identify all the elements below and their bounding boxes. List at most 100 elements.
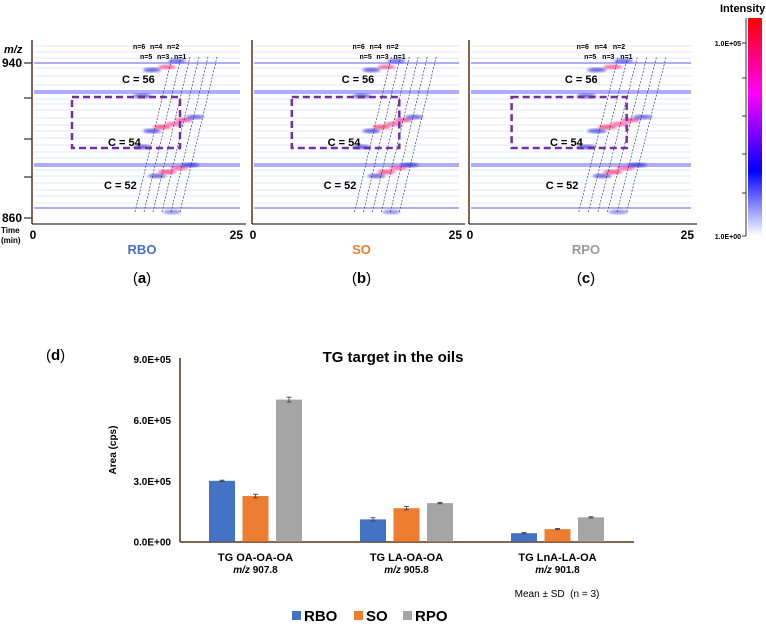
intensity-peak <box>362 67 381 73</box>
intensity-peak <box>382 209 401 215</box>
y-tick-label: 9.0E+05 <box>133 355 171 366</box>
y-tick-label: 6.0E+05 <box>133 416 171 427</box>
n-label: n=2 <box>167 44 179 51</box>
series-guide-line <box>399 56 437 213</box>
carbon-label: C = 56 <box>565 74 598 86</box>
intensity-peak <box>610 121 630 127</box>
time-axis-unit: (min) <box>1 236 21 245</box>
intensity-peak <box>377 169 396 175</box>
error-bar <box>370 517 376 522</box>
panel-letter-d: (d) <box>46 347 65 364</box>
series-guide-line <box>597 56 638 213</box>
intensity-peak <box>153 124 171 130</box>
colorbar-min-label: 1.0E+00 <box>715 234 741 241</box>
legend-label-rbo: RBO <box>304 608 338 625</box>
intensity-peak <box>158 64 176 70</box>
c54-highlight-box <box>510 95 628 150</box>
category-mz-label: m/z 905.8 <box>384 565 429 576</box>
legend-label-rpo: RPO <box>415 608 448 625</box>
n-label: n=6 <box>353 44 365 51</box>
intensity-peak <box>170 165 188 171</box>
category-mz-label: m/z 907.8 <box>233 565 278 576</box>
carbon-label: C = 54 <box>550 137 584 149</box>
intensity-peak <box>143 128 161 134</box>
panel-oil-label: RBO <box>128 242 157 257</box>
carbon-label: C = 52 <box>546 180 579 192</box>
n-label: n=3 <box>376 54 388 61</box>
time-tick-25: 25 <box>681 228 695 242</box>
bar-so <box>242 496 269 542</box>
mz-ticks <box>24 62 32 219</box>
n-label: n=4 <box>150 44 162 51</box>
series-guide-line <box>588 56 629 213</box>
error-bar <box>521 532 527 535</box>
intensity-peak <box>168 58 186 64</box>
time-tick-0: 0 <box>250 228 257 242</box>
n-label: n=5 <box>359 54 371 61</box>
intensity-peak <box>400 162 419 168</box>
n-label: n=2 <box>613 44 625 51</box>
series-guide-line <box>372 56 410 213</box>
error-bar <box>286 396 292 403</box>
error-bar <box>404 506 409 511</box>
intensity-peak <box>367 173 386 179</box>
intensity-peak <box>597 124 618 130</box>
n-label: n=1 <box>620 54 632 61</box>
n-label: n=4 <box>369 44 381 51</box>
y-axis-label: Area (cps) <box>108 426 119 475</box>
intensity-peak <box>163 209 181 215</box>
n-label: n=5 <box>140 54 152 61</box>
bar-rbo <box>511 533 537 542</box>
legend-swatch-rbo <box>292 611 301 620</box>
intensity-peak <box>181 162 199 168</box>
mean-sd-annotation: Mean ± SD (n = 3) <box>515 589 600 600</box>
legend-swatch-rpo <box>403 611 412 620</box>
intensity-peak <box>158 169 176 175</box>
category-label: TG LA-OA-OA <box>370 552 443 564</box>
n-label: n=3 <box>602 54 614 61</box>
intensity-peak <box>372 124 391 130</box>
time-axis-label: Time <box>1 226 20 235</box>
n-label: n=4 <box>595 44 607 51</box>
series-guide-line <box>179 56 218 213</box>
bar-so <box>544 529 571 542</box>
category-mz-label: m/z 901.8 <box>535 565 580 576</box>
series-guide-line <box>152 56 191 213</box>
time-tick-0: 0 <box>467 228 474 242</box>
intensity-peak <box>384 121 403 127</box>
series-guide-line <box>607 56 648 213</box>
heatmap-panel-so: C = 56 C = 54 C = 52 n=6 n=4 n=2 n=5 n=3 n=1 0 25 S… <box>250 40 465 287</box>
intensity-peak <box>389 165 408 171</box>
error-bar <box>555 528 560 531</box>
mz-tick-940: 940 <box>2 56 22 70</box>
panel-letter-a: (a) <box>133 270 151 287</box>
panel-oil-label: RPO <box>572 242 600 257</box>
legend-label-so: SO <box>366 608 388 625</box>
n-label: n=6 <box>577 44 589 51</box>
colorbar-title: Intensity <box>720 3 766 15</box>
colorbar-max-label: 1.0E+05 <box>715 41 741 48</box>
y-tick-label: 0.0E+00 <box>133 538 171 549</box>
intensity-peak <box>603 64 623 70</box>
carbon-label: C = 56 <box>122 74 155 86</box>
heatmap-panel-rpo: C = 56 C = 54 C = 52 n=6 n=4 n=2 n=5 n=3 n=1 0 25 R… <box>467 40 697 287</box>
carbon-label: C = 52 <box>324 180 357 192</box>
n-label: n=3 <box>157 54 169 61</box>
carbon-label: C = 54 <box>108 137 142 149</box>
heatmap-panel-rbo: C = 56 C = 54 C = 52 n=6 n=4 n=2 n=5 n=3 n=1 0 25 R… <box>30 40 246 287</box>
carbon-label: C = 54 <box>328 137 362 149</box>
series-guide-line <box>390 56 428 213</box>
mz-axis-label: m/z <box>4 44 23 56</box>
panel-letter-b: (b) <box>352 270 371 287</box>
intensity-peak <box>592 173 612 179</box>
c54-highlight-box <box>290 95 401 150</box>
bar-rbo <box>360 519 386 542</box>
intensity-peak <box>387 58 406 64</box>
error-bar <box>437 502 443 505</box>
colorbar <box>748 18 762 236</box>
error-bar <box>253 493 258 499</box>
intensity-peak <box>377 64 396 70</box>
legend-swatch-so <box>354 611 363 620</box>
intensity-peak <box>633 114 653 120</box>
